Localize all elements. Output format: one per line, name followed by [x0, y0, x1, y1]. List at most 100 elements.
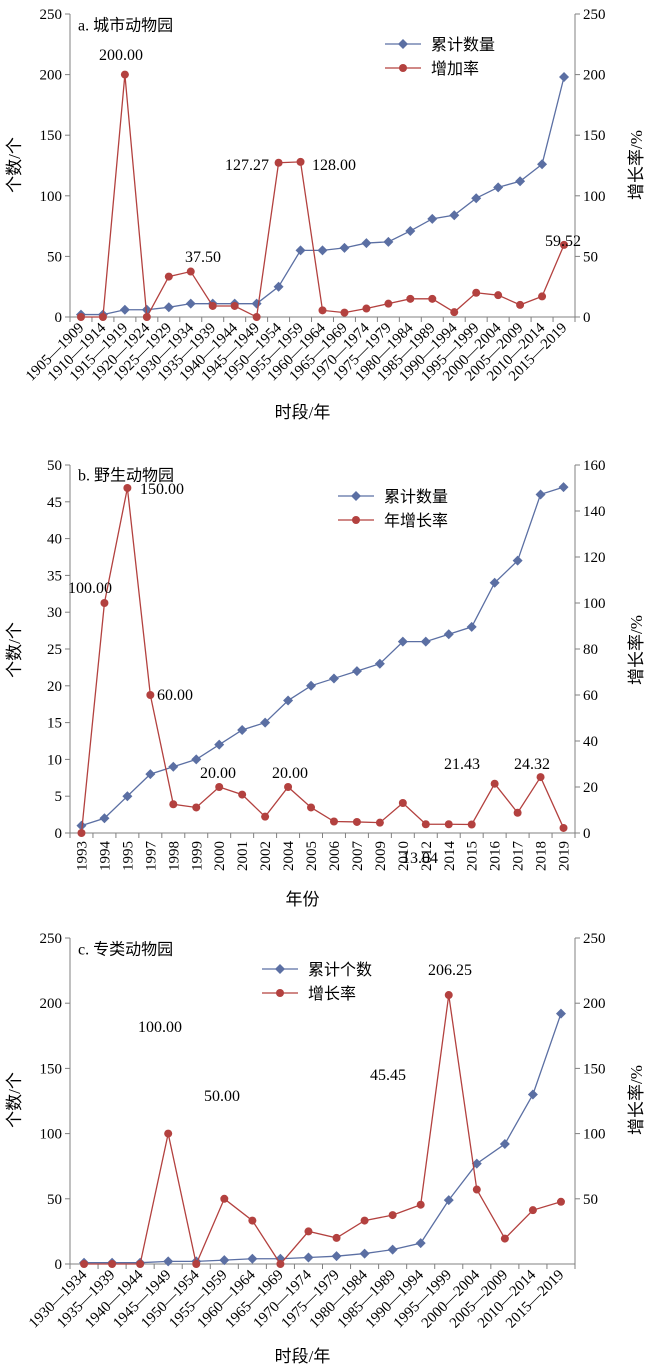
data-point-rate: [136, 1260, 145, 1268]
x-tick-label: 2010: [396, 841, 412, 871]
x-tick-label: 2016: [488, 841, 504, 872]
legend-marker: [276, 989, 284, 997]
data-label: 24.32: [514, 756, 550, 773]
y-tick-label-left: 100: [40, 189, 63, 205]
y-tick-label-left: 250: [40, 931, 63, 947]
data-point-rate: [248, 1216, 257, 1225]
data-point-rate: [536, 773, 545, 782]
data-point-rate: [375, 818, 384, 827]
y-axis-title-right: 增长率/%: [627, 615, 646, 685]
y-tick-label-right: 60: [583, 688, 598, 704]
data-point-rate: [450, 308, 459, 317]
legend-marker: [275, 964, 285, 974]
y-tick-label-right: 150: [583, 1061, 606, 1077]
data-point-rate: [80, 1260, 89, 1268]
data-point-cumulative: [374, 658, 385, 669]
legend-marker: [351, 491, 361, 501]
data-point-rate: [123, 484, 132, 492]
data-point-rate: [416, 1200, 425, 1209]
data-point-rate: [186, 267, 195, 276]
data-point-rate: [472, 288, 481, 297]
data-point-rate: [406, 294, 415, 303]
data-point-rate: [120, 70, 129, 79]
y-axis-title-left: 个数/个: [5, 1072, 24, 1128]
data-point-rate: [76, 313, 85, 321]
data-point-cumulative: [420, 636, 431, 647]
y-tick-label-left: 200: [40, 68, 63, 84]
data-label: 50.00: [204, 1088, 240, 1105]
data-point-rate: [340, 308, 349, 317]
data-point-rate: [352, 817, 361, 826]
x-tick-label: 2009: [373, 841, 389, 871]
y-tick-label-left: 0: [55, 310, 63, 326]
x-tick-label: 1993: [74, 841, 90, 871]
y-tick-label-right: 160: [583, 458, 606, 474]
data-label: 20.00: [272, 765, 308, 782]
y-tick-label-left: 45: [47, 495, 62, 511]
data-point-rate: [444, 991, 453, 1000]
y-tick-label-right: 50: [583, 249, 598, 265]
x-tick-label: 2019: [557, 841, 573, 871]
data-point-cumulative: [219, 1255, 230, 1266]
y-tick-label-left: 50: [47, 1192, 62, 1208]
data-point-cumulative: [339, 242, 350, 253]
data-point-cumulative: [405, 225, 416, 236]
x-tick-label: 2001: [235, 841, 251, 871]
data-point-cumulative: [527, 1089, 538, 1100]
y-tick-label-right: 120: [583, 550, 606, 566]
panel-title: b. 野生动物园: [78, 466, 174, 484]
data-point-rate: [332, 1233, 341, 1242]
data-point-cumulative: [331, 1251, 342, 1262]
data-point-rate: [388, 1211, 397, 1220]
y-tick-label-right: 0: [583, 310, 591, 326]
y-tick-label-left: 100: [40, 1127, 63, 1143]
data-point-cumulative: [537, 159, 548, 170]
data-point-rate: [252, 313, 261, 321]
data-point-cumulative: [489, 577, 500, 588]
data-label: 45.45: [370, 1067, 406, 1084]
data-point-cumulative: [145, 769, 156, 780]
data-point-rate: [421, 820, 430, 829]
data-point-cumulative: [449, 210, 460, 221]
y-tick-label-right: 100: [583, 189, 606, 205]
data-point-rate: [559, 823, 568, 832]
data-point-cumulative: [168, 761, 179, 772]
data-point-rate: [274, 158, 283, 167]
chart-b-wildlife-park: 0 5 10 15 20 25 30 35 40 45 50 0 20 40 60 80 100 120 140 16…: [5, 458, 646, 909]
data-point-rate: [192, 1260, 201, 1268]
data-point-cumulative: [351, 666, 362, 677]
data-point-rate: [428, 294, 437, 303]
y-tick-label-left: 40: [47, 532, 62, 548]
x-tick-label: 2007: [350, 841, 366, 872]
data-point-rate: [98, 313, 107, 321]
data-point-cumulative: [163, 302, 174, 313]
data-point-cumulative: [397, 636, 408, 647]
data-point-cumulative: [558, 482, 569, 493]
x-tick-label: 2017: [511, 841, 527, 872]
y-tick-label-left: 150: [40, 1061, 63, 1077]
y-tick-label-right: 150: [583, 128, 606, 144]
data-point-rate: [490, 779, 499, 788]
data-point-cumulative: [471, 1158, 482, 1169]
data-point-cumulative: [99, 813, 110, 824]
data-point-rate: [100, 599, 109, 607]
x-tick-label: 2015: [465, 841, 481, 871]
y-tick-label-right: 0: [583, 826, 591, 842]
data-point-cumulative: [328, 673, 339, 684]
data-point-rate: [284, 783, 293, 791]
data-label: 127.27: [225, 157, 269, 174]
data-point-rate: [318, 306, 327, 315]
data-point-cumulative: [466, 621, 477, 632]
y-tick-label-left: 200: [40, 996, 63, 1012]
data-point-cumulative: [163, 1256, 174, 1267]
data-point-rate: [230, 301, 239, 310]
data-point-rate: [528, 1206, 537, 1215]
y-tick-label-left: 50: [47, 458, 62, 474]
data-point-rate: [307, 803, 316, 812]
legend-label: 累计数量: [431, 36, 495, 54]
series-line-rate: [80, 74, 565, 320]
y-tick-label-right: 200: [583, 68, 606, 84]
y-tick-label-left: 5: [55, 789, 63, 805]
data-point-rate: [108, 1260, 117, 1268]
data-point-rate: [276, 1260, 285, 1268]
